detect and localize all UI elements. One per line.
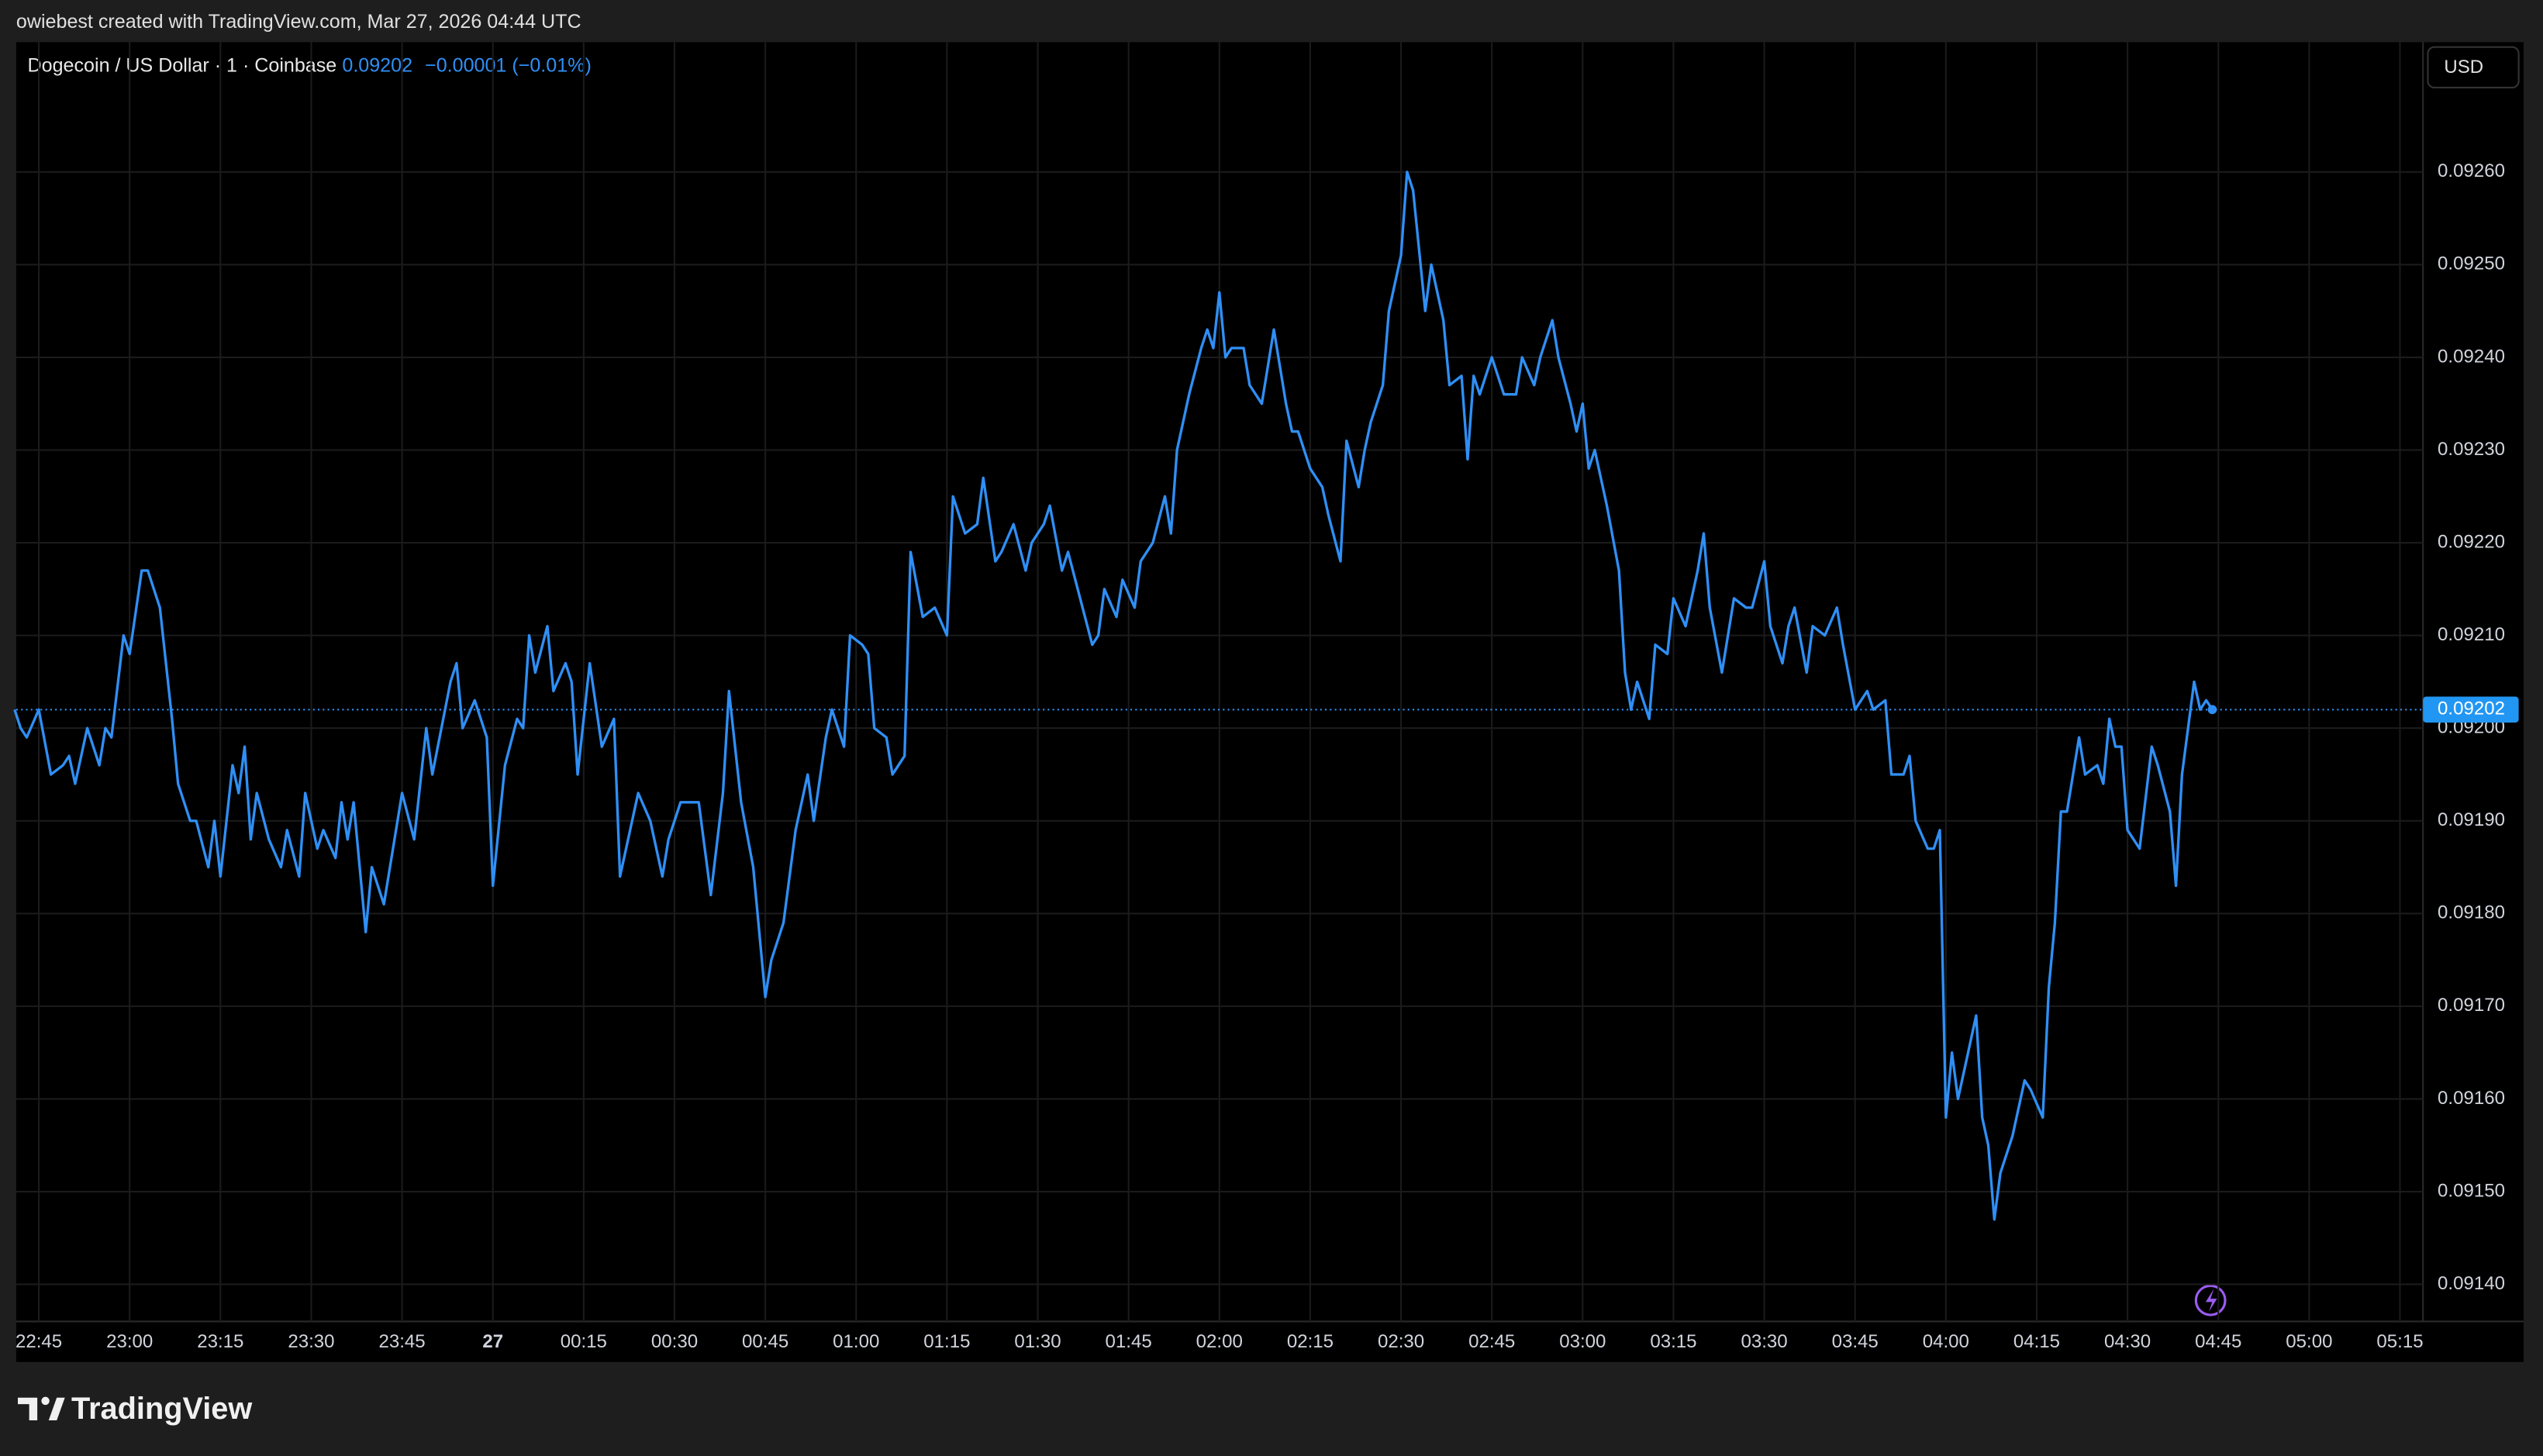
x-tick-label: 02:45 bbox=[1468, 1331, 1515, 1352]
logo-dot bbox=[41, 1396, 50, 1406]
x-tick-label: 03:45 bbox=[1832, 1331, 1879, 1352]
x-tick-label: 02:30 bbox=[1378, 1331, 1424, 1352]
y-tick-label: 0.09250 bbox=[2438, 254, 2505, 274]
x-tick-label: 01:00 bbox=[833, 1331, 879, 1352]
x-tick-label: 01:15 bbox=[923, 1331, 970, 1352]
x-tick-label: 23:15 bbox=[197, 1331, 243, 1352]
y-tick-label: 0.09190 bbox=[2438, 809, 2505, 830]
y-tick-label: 0.09210 bbox=[2438, 624, 2505, 645]
change: −0.00001 (−0.01%) bbox=[425, 54, 592, 76]
x-tick-label: 04:00 bbox=[1923, 1331, 1969, 1352]
y-tick-label: 0.09240 bbox=[2438, 346, 2505, 367]
price: 0.09202 bbox=[342, 54, 412, 76]
x-tick-label: 04:30 bbox=[2104, 1331, 2151, 1352]
y-tick-label: 0.09160 bbox=[2438, 1088, 2505, 1109]
logo bbox=[18, 1396, 65, 1420]
icon-ring bbox=[2194, 1284, 2227, 1316]
x-tick-label: 00:15 bbox=[561, 1331, 607, 1352]
currency-label[interactable]: USD bbox=[2444, 57, 2483, 78]
lightning-icon[interactable] bbox=[2194, 1284, 2227, 1316]
y-tick-label: 0.09150 bbox=[2438, 1180, 2505, 1201]
y-tick-label: 0.09170 bbox=[2438, 995, 2505, 1016]
logo-mark bbox=[18, 1397, 65, 1420]
x-tick-label: 23:30 bbox=[288, 1331, 334, 1352]
x-tick-label: 01:45 bbox=[1106, 1331, 1152, 1352]
last-price-label: 0.09202 bbox=[2438, 699, 2505, 719]
y-tick-label: 0.09180 bbox=[2438, 902, 2505, 923]
y-tick-label: 0.09220 bbox=[2438, 531, 2505, 552]
x-tick-label: 00:30 bbox=[651, 1331, 698, 1352]
price-line bbox=[13, 171, 2213, 1221]
x-tick-label: 27 bbox=[482, 1331, 503, 1352]
last-price-box bbox=[2423, 696, 2519, 723]
x-tick-label: 03:15 bbox=[1650, 1331, 1696, 1352]
x-tick-label: 05:15 bbox=[2376, 1331, 2423, 1352]
x-tick-label: 00:45 bbox=[742, 1331, 788, 1352]
x-tick-label: 03:00 bbox=[1559, 1331, 1606, 1352]
y-tick-label: 0.09230 bbox=[2438, 439, 2505, 460]
x-tick-label: 04:45 bbox=[2195, 1331, 2241, 1352]
x-tick-label: 05:00 bbox=[2286, 1331, 2332, 1352]
x-tick-label: 02:00 bbox=[1196, 1331, 1243, 1352]
x-tick-label: 04:15 bbox=[2013, 1331, 2060, 1352]
currency-button[interactable] bbox=[2427, 46, 2520, 88]
x-tick-label: 02:15 bbox=[1287, 1331, 1334, 1352]
symbol: Dogecoin / US Dollar · 1 · Coinbase bbox=[28, 54, 337, 76]
grid bbox=[16, 42, 2424, 1322]
x-tick-label: 22:45 bbox=[16, 1331, 62, 1352]
y-tick-label: 0.09140 bbox=[2438, 1273, 2505, 1294]
last-point bbox=[2207, 705, 2217, 715]
x-tick-label: 23:45 bbox=[378, 1331, 425, 1352]
x-tick-label: 01:30 bbox=[1014, 1331, 1061, 1352]
x-tick-label: 03:30 bbox=[1741, 1331, 1787, 1352]
icon-bolt bbox=[2205, 1289, 2217, 1312]
chart-pane bbox=[16, 42, 2524, 1362]
y-tick-label: 0.09260 bbox=[2438, 160, 2505, 181]
x-tick-label: 23:00 bbox=[106, 1331, 153, 1352]
credit: owiebest created with TradingView.com, M… bbox=[16, 11, 581, 33]
brand: TradingView bbox=[71, 1392, 252, 1426]
